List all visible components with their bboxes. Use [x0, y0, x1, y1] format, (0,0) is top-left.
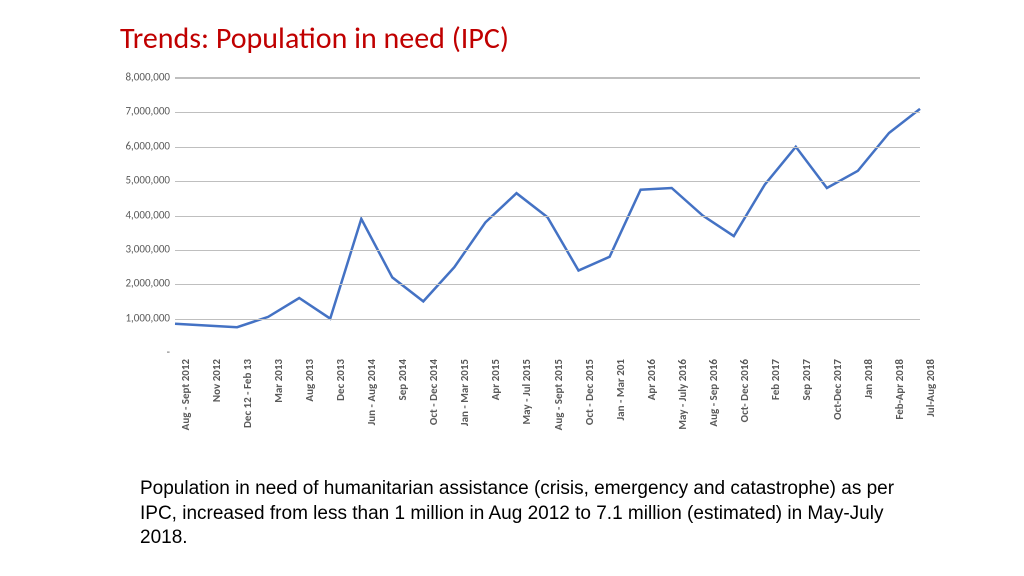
- y-tick-label: 1,000,000: [90, 311, 170, 324]
- x-tick-label: Nov 2012: [210, 359, 223, 449]
- caption-text: Population in need of humanitarian assis…: [140, 477, 900, 551]
- x-tick-label: Feb-Apr 2018: [893, 359, 906, 449]
- y-tick-label: 7,000,000: [90, 105, 170, 118]
- x-tick-label: Apr 2016: [645, 359, 658, 449]
- gridline: [175, 216, 920, 217]
- plot-area: [175, 77, 920, 352]
- gridline: [175, 319, 920, 320]
- x-tick-label: May - Jul 2015: [520, 359, 533, 449]
- x-tick-label: Dec 2013: [334, 359, 347, 449]
- x-tick-label: Jan - Mar 2015: [458, 359, 471, 449]
- x-tick-label: Aug - Sept 2015: [552, 359, 565, 449]
- gridline: [175, 181, 920, 182]
- y-tick-label: 8,000,000: [90, 71, 170, 84]
- x-tick-label: Aug - Sep 2016: [707, 359, 720, 449]
- x-tick-label: Oct - Dec 2014: [427, 359, 440, 449]
- gridline: [175, 78, 920, 79]
- x-tick-label: Sep 2017: [800, 359, 813, 449]
- gridline: [175, 284, 920, 285]
- x-tick-label: Jan 2018: [862, 359, 875, 449]
- x-tick-label: Feb 2017: [769, 359, 782, 449]
- gridline: [175, 147, 920, 148]
- y-tick-label: 4,000,000: [90, 208, 170, 221]
- x-tick-label: Jul-Aug 2018: [924, 359, 937, 449]
- y-tick-label: 6,000,000: [90, 139, 170, 152]
- x-tick-label: Mar 2013: [272, 359, 285, 449]
- y-tick-label: 5,000,000: [90, 174, 170, 187]
- x-tick-label: Jan - Mar 201: [614, 359, 627, 449]
- x-tick-label: Apr 2015: [489, 359, 502, 449]
- x-tick-label: Oct-Dec 2017: [831, 359, 844, 449]
- gridline: [175, 112, 920, 113]
- x-tick-label: Aug - Sept 2012: [179, 359, 192, 449]
- line-chart: - 1,000,000 2,000,000 3,000,000 4,000,000 5,0…: [90, 67, 940, 447]
- gridline: [175, 250, 920, 251]
- x-tick-label: Oct- Dec 2016: [738, 359, 751, 449]
- x-tick-label: May - July 2016: [676, 359, 689, 449]
- y-tick-label: 3,000,000: [90, 242, 170, 255]
- y-tick-label: -: [90, 346, 170, 359]
- x-tick-label: Jun - Aug 2014: [365, 359, 378, 449]
- page-title: Trends: Population in need (IPC): [120, 20, 964, 57]
- x-tick-label: Aug 2013: [303, 359, 316, 449]
- y-tick-label: 2,000,000: [90, 277, 170, 290]
- x-tick-label: Dec 12 - Feb 13: [241, 359, 254, 449]
- x-tick-label: Oct - Dec 2015: [583, 359, 596, 449]
- x-tick-label: Sep 2014: [396, 359, 409, 449]
